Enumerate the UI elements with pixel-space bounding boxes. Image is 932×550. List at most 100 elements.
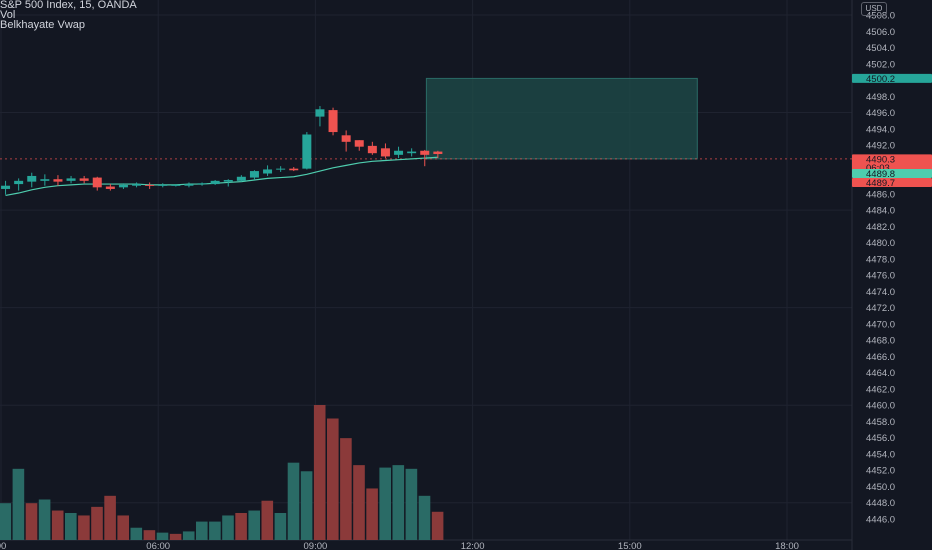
time-tick-label: 18:00 <box>775 541 799 550</box>
price-tick-label: 4448.0 <box>866 498 895 509</box>
price-tick-label: 4456.0 <box>866 433 895 444</box>
volume-bar <box>209 521 221 540</box>
price-tick-label: 4460.0 <box>866 401 895 412</box>
volume-bar <box>327 418 339 540</box>
price-tick-label: 4502.0 <box>866 59 895 70</box>
price-tick-label: 4462.0 <box>866 384 895 395</box>
legend-indicator[interactable]: Belkhayate Vwap <box>0 19 85 31</box>
price-tick-label: 4482.0 <box>866 222 895 233</box>
price-tag-label: 4489.8 <box>866 169 895 180</box>
volume-bar <box>274 513 287 540</box>
volume-bar <box>169 533 182 540</box>
candle-body <box>394 150 404 155</box>
candle-body <box>1 185 11 189</box>
candle-body <box>145 184 155 186</box>
candle-body <box>354 140 364 147</box>
price-tag-label: 4500.2 <box>866 74 895 85</box>
price-tick-label: 4480.0 <box>866 238 895 249</box>
volume-bar <box>12 468 25 540</box>
candle-layer <box>1 106 443 195</box>
volume-bar <box>431 511 444 540</box>
price-tick-label: 4504.0 <box>866 43 895 54</box>
price-tick-label: 4470.0 <box>866 319 895 330</box>
price-tick-label: 4450.0 <box>866 482 895 493</box>
candle-body <box>118 184 128 188</box>
price-tick-label: 4468.0 <box>866 336 895 347</box>
volume-bar <box>405 468 418 540</box>
time-axis[interactable]: 00 06:00 09:00 12:00 15:00 18:00 <box>0 541 799 550</box>
legend-volume[interactable]: Vol <box>0 9 16 21</box>
currency-badge[interactable]: USD <box>861 2 887 16</box>
volume-bar <box>222 515 234 540</box>
candle-body <box>236 176 246 181</box>
candle-body <box>92 177 102 188</box>
volume-bar <box>418 495 431 540</box>
candle-body <box>289 168 299 171</box>
volume-bar <box>91 506 103 540</box>
candle-body <box>197 183 207 185</box>
volume-bar <box>65 513 77 540</box>
price-tick-label: 4498.0 <box>866 92 895 103</box>
price-tick-label: 4486.0 <box>866 189 895 200</box>
price-tick-label: 4464.0 <box>866 368 895 379</box>
time-tick-label: 15:00 <box>618 541 642 550</box>
volume-bar <box>353 465 365 540</box>
time-tick-label: 06:00 <box>146 541 170 550</box>
volume-layer <box>0 405 444 540</box>
price-tag-countdown: 06:03 <box>866 163 890 174</box>
volume-bar <box>392 465 405 540</box>
volume-bar <box>25 503 38 540</box>
price-tick-label: 4472.0 <box>866 303 895 314</box>
candle-body <box>132 184 142 186</box>
candle-body <box>66 178 76 181</box>
candle-body <box>276 168 286 170</box>
price-tick-label: 4484.0 <box>866 206 895 217</box>
candle-body <box>27 175 37 182</box>
price-tag-label: 4489.7 <box>866 178 895 189</box>
candle-body <box>171 184 181 186</box>
time-tick-label: 09:00 <box>304 541 328 550</box>
volume-bar <box>248 510 260 540</box>
candle-body <box>407 151 417 154</box>
volume-bar <box>235 513 247 540</box>
price-tick-label: 4454.0 <box>866 449 895 460</box>
candle-body <box>367 145 377 154</box>
price-tick-label: 4458.0 <box>866 417 895 428</box>
price-tag <box>852 169 932 179</box>
volume-bar <box>300 471 313 540</box>
chart-legend: S&P 500 Index, 15, OANDA Vol Belkhayate … <box>0 0 137 31</box>
price-axis[interactable]: 4508.0 4506.0 4504.0 4502.0 4498.0 4496.0 4494… <box>866 11 895 526</box>
volume-bar <box>313 405 326 540</box>
volume-bar <box>379 467 391 540</box>
candle-body <box>40 179 50 181</box>
time-tick-label: 00 <box>0 541 6 550</box>
candle-body <box>315 109 325 117</box>
candle-body <box>105 186 115 189</box>
candle-body <box>328 110 338 133</box>
price-tick-label: 4496.0 <box>866 108 895 119</box>
volume-bar <box>0 503 12 540</box>
price-tick-label: 4478.0 <box>866 254 895 265</box>
target-zone <box>425 77 698 160</box>
price-tick-label: 4452.0 <box>866 466 895 477</box>
volume-bar <box>38 499 51 540</box>
price-tag-label: 4490.3 <box>866 154 895 165</box>
vwap-line <box>5 156 438 197</box>
price-tick-label: 4492.0 <box>866 141 895 152</box>
price-tick-label: 4476.0 <box>866 271 895 282</box>
volume-bar <box>196 521 208 540</box>
candle-body <box>302 134 312 169</box>
price-tag <box>852 73 932 83</box>
price-zone-layer <box>0 77 852 160</box>
price-tick-label: 4508.0 <box>866 11 895 22</box>
legend-symbol[interactable]: S&P 500 Index, 15, OANDA <box>0 0 137 11</box>
price-tick-label: 4506.0 <box>866 27 895 38</box>
volume-bar <box>340 438 352 540</box>
candle-body <box>210 180 220 185</box>
candle-body <box>249 171 259 178</box>
candle-body <box>79 178 89 181</box>
time-tick-label: 12:00 <box>461 541 485 550</box>
price-tick-label: 4474.0 <box>866 287 895 298</box>
